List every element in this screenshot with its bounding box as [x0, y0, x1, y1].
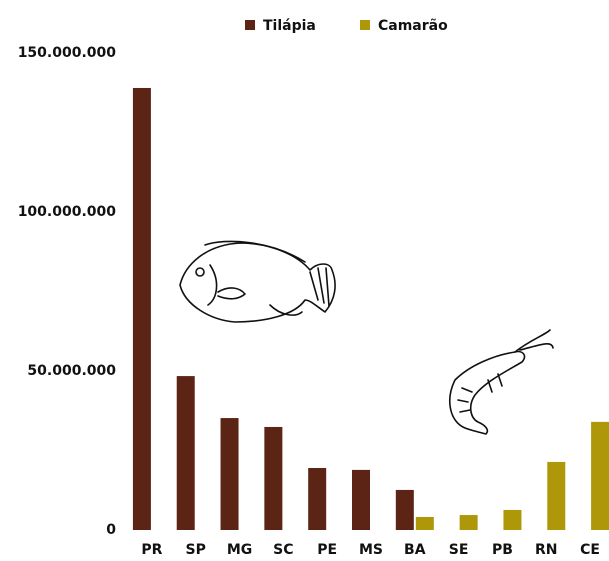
bar	[220, 418, 239, 530]
shrimp-illustration	[449, 329, 554, 435]
bar	[395, 489, 414, 530]
y-tick-label: 50.000.000	[27, 363, 116, 379]
bar	[459, 515, 478, 530]
bar	[547, 461, 566, 530]
y-tick-label: 150.000.000	[18, 45, 117, 61]
x-tick-label: PR	[141, 542, 162, 558]
x-tick-label: SE	[449, 542, 469, 558]
x-tick-label: BA	[404, 542, 426, 558]
bar	[591, 421, 609, 530]
x-tick-label: SP	[186, 542, 206, 558]
bar	[132, 87, 151, 530]
y-tick-label: 100.000.000	[18, 204, 117, 220]
x-tick-label: PB	[492, 542, 513, 558]
y-tick-label: 0	[106, 522, 116, 538]
legend-label: Camarão	[378, 18, 448, 34]
x-tick-label: PE	[317, 542, 337, 558]
x-tick-label: MG	[227, 542, 252, 558]
bar	[176, 376, 195, 530]
x-tick-label: MS	[359, 542, 383, 558]
x-tick-label: CE	[580, 542, 600, 558]
x-tick-label: SC	[273, 542, 293, 558]
legend-swatch	[360, 20, 370, 30]
legend-swatch	[245, 20, 255, 30]
legend-label: Tilápia	[263, 18, 316, 34]
bar	[352, 469, 370, 530]
bar	[264, 426, 283, 530]
bar	[415, 516, 434, 530]
bar	[308, 467, 327, 530]
x-tick-label: RN	[535, 542, 558, 558]
fish-illustration	[179, 240, 336, 323]
bar	[503, 509, 522, 530]
